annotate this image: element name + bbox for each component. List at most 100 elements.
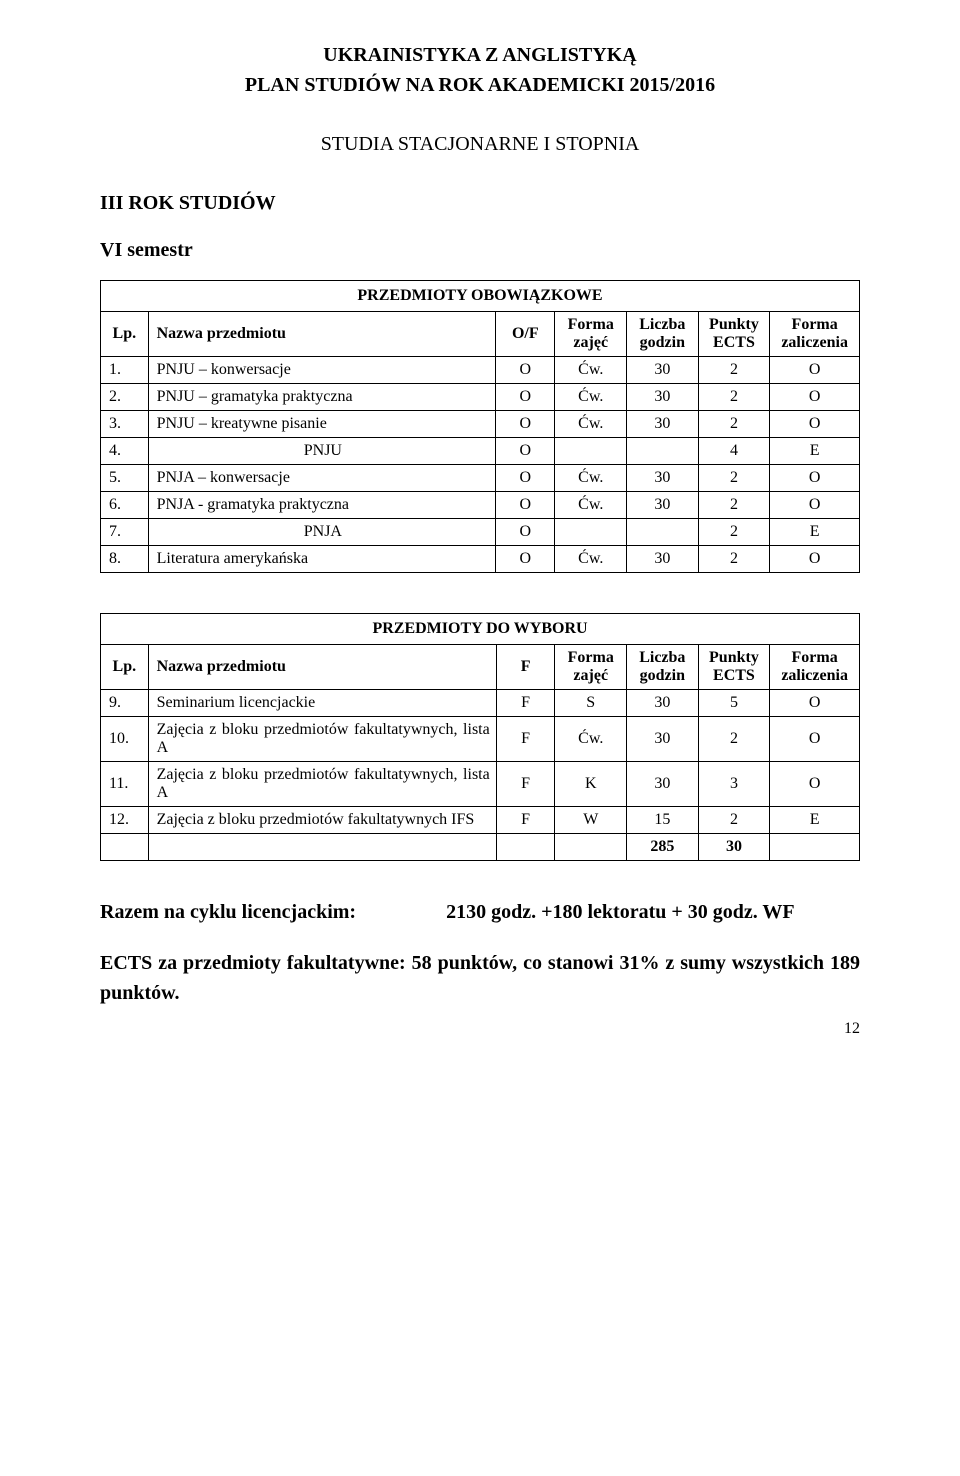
- plan-subtitle: PLAN STUDIÓW NA ROK AKADEMICKI 2015/2016: [100, 74, 860, 97]
- ects-paragraph: ECTS za przedmioty fakultatywne: 58 punk…: [100, 948, 860, 1008]
- cell-of: F: [496, 762, 555, 807]
- cell-fz: [555, 438, 627, 465]
- cell-lp: 12.: [101, 807, 149, 834]
- cell-name: Zajęcia z bloku przedmiotów fakultatywny…: [148, 762, 496, 807]
- cell-lp: 3.: [101, 411, 149, 438]
- cell-pe: 2: [698, 465, 770, 492]
- cell-lg: [627, 438, 699, 465]
- cell-of: O: [496, 438, 555, 465]
- table-header-row: Lp. Nazwa przedmiotu F Forma zajęć Liczb…: [101, 645, 860, 690]
- cell-name: PNJA – konwersacje: [148, 465, 496, 492]
- summary-label: Razem na cyklu licencjackim:: [100, 901, 356, 924]
- cell-lp: 10.: [101, 717, 149, 762]
- cell-pe: 2: [698, 411, 770, 438]
- cell-of: F: [496, 807, 555, 834]
- table-obligatory: PRZEDMIOTY OBOWIĄZKOWE Lp. Nazwa przedmi…: [100, 280, 860, 573]
- summary-line: Razem na cyklu licencjackim: 2130 godz. …: [100, 901, 860, 924]
- col-punkty: Punkty ECTS: [698, 645, 770, 690]
- cell-total-lg: 285: [627, 834, 699, 861]
- table-totals-row: 285 30: [101, 834, 860, 861]
- cell-lg: 30: [627, 492, 699, 519]
- cell-fzal: O: [770, 465, 860, 492]
- table-row: 9. Seminarium licencjackie F S 30 5 O: [101, 690, 860, 717]
- cell-name: PNJA - gramatyka praktyczna: [148, 492, 496, 519]
- cell-name: Zajęcia z bloku przedmiotów fakultatywny…: [148, 717, 496, 762]
- cell-of: O: [496, 492, 555, 519]
- studies-type: STUDIA STACJONARNE I STOPNIA: [100, 133, 860, 156]
- col-forma-zal: Forma zaliczenia: [770, 312, 860, 357]
- cell-name: PNJU – konwersacje: [148, 357, 496, 384]
- cell-empty: [148, 834, 496, 861]
- col-forma-zal: Forma zaliczenia: [770, 645, 860, 690]
- cell-of: O: [496, 357, 555, 384]
- cell-lg: 30: [627, 690, 699, 717]
- table-caption: PRZEDMIOTY OBOWIĄZKOWE: [101, 281, 860, 312]
- cell-lg: 30: [627, 465, 699, 492]
- cell-of: O: [496, 384, 555, 411]
- summary-value: 2130 godz. +180 lektoratu + 30 godz. WF: [446, 901, 795, 924]
- cell-of: F: [496, 690, 555, 717]
- cell-lp: 5.: [101, 465, 149, 492]
- cell-fzal: O: [770, 717, 860, 762]
- table-caption-row: PRZEDMIOTY OBOWIĄZKOWE: [101, 281, 860, 312]
- col-lp: Lp.: [101, 312, 149, 357]
- cell-name: PNJU – kreatywne pisanie: [148, 411, 496, 438]
- cell-lg: 15: [627, 807, 699, 834]
- cell-pe: 4: [698, 438, 770, 465]
- cell-lp: 6.: [101, 492, 149, 519]
- summary: Razem na cyklu licencjackim: 2130 godz. …: [100, 901, 860, 1008]
- cell-fz: Ćw.: [555, 492, 627, 519]
- table-row: 10. Zajęcia z bloku przedmiotów fakultat…: [101, 717, 860, 762]
- cell-pe: 3: [698, 762, 770, 807]
- cell-lp: 1.: [101, 357, 149, 384]
- cell-name: Literatura amerykańska: [148, 546, 496, 573]
- col-forma-zajec: Forma zajęć: [555, 645, 627, 690]
- cell-fz: [555, 519, 627, 546]
- cell-lp: 7.: [101, 519, 149, 546]
- cell-name: PNJU: [148, 438, 496, 465]
- cell-of: O: [496, 546, 555, 573]
- cell-pe: 2: [698, 807, 770, 834]
- table-elective: PRZEDMIOTY DO WYBORU Lp. Nazwa przedmiot…: [100, 613, 860, 861]
- cell-lp: 11.: [101, 762, 149, 807]
- cell-fzal: O: [770, 762, 860, 807]
- cell-total-pe: 30: [698, 834, 770, 861]
- cell-fzal: E: [770, 807, 860, 834]
- table-row: 3. PNJU – kreatywne pisanie O Ćw. 30 2 O: [101, 411, 860, 438]
- cell-name: PNJA: [148, 519, 496, 546]
- col-name: Nazwa przedmiotu: [148, 645, 496, 690]
- col-of: O/F: [496, 312, 555, 357]
- document-page: UKRAINISTYKA Z ANGLISTYKĄ PLAN STUDIÓW N…: [0, 0, 960, 1068]
- cell-lg: 30: [627, 411, 699, 438]
- cell-pe: 5: [698, 690, 770, 717]
- cell-lg: [627, 519, 699, 546]
- col-liczba: Liczba godzin: [627, 312, 699, 357]
- col-name: Nazwa przedmiotu: [148, 312, 496, 357]
- table-row: 2. PNJU – gramatyka praktyczna O Ćw. 30 …: [101, 384, 860, 411]
- cell-fzal: O: [770, 546, 860, 573]
- page-number: 12: [844, 1020, 860, 1038]
- cell-pe: 2: [698, 717, 770, 762]
- table-row: 7. PNJA O 2 E: [101, 519, 860, 546]
- semester-label: VI semestr: [100, 239, 860, 262]
- cell-empty: [101, 834, 149, 861]
- cell-empty: [770, 834, 860, 861]
- col-lp: Lp.: [101, 645, 149, 690]
- cell-lg: 30: [627, 546, 699, 573]
- cell-fz: S: [555, 690, 627, 717]
- cell-fz: Ćw.: [555, 546, 627, 573]
- table-row: 4. PNJU O 4 E: [101, 438, 860, 465]
- cell-lg: 30: [627, 357, 699, 384]
- table-caption: PRZEDMIOTY DO WYBORU: [101, 614, 860, 645]
- cell-fz: Ćw.: [555, 465, 627, 492]
- cell-lp: 2.: [101, 384, 149, 411]
- table-row: 8. Literatura amerykańska O Ćw. 30 2 O: [101, 546, 860, 573]
- cell-pe: 2: [698, 519, 770, 546]
- cell-pe: 2: [698, 492, 770, 519]
- year-label: III ROK STUDIÓW: [100, 192, 860, 215]
- cell-fzal: O: [770, 411, 860, 438]
- cell-fz: W: [555, 807, 627, 834]
- cell-pe: 2: [698, 384, 770, 411]
- cell-pe: 2: [698, 546, 770, 573]
- cell-fzal: O: [770, 492, 860, 519]
